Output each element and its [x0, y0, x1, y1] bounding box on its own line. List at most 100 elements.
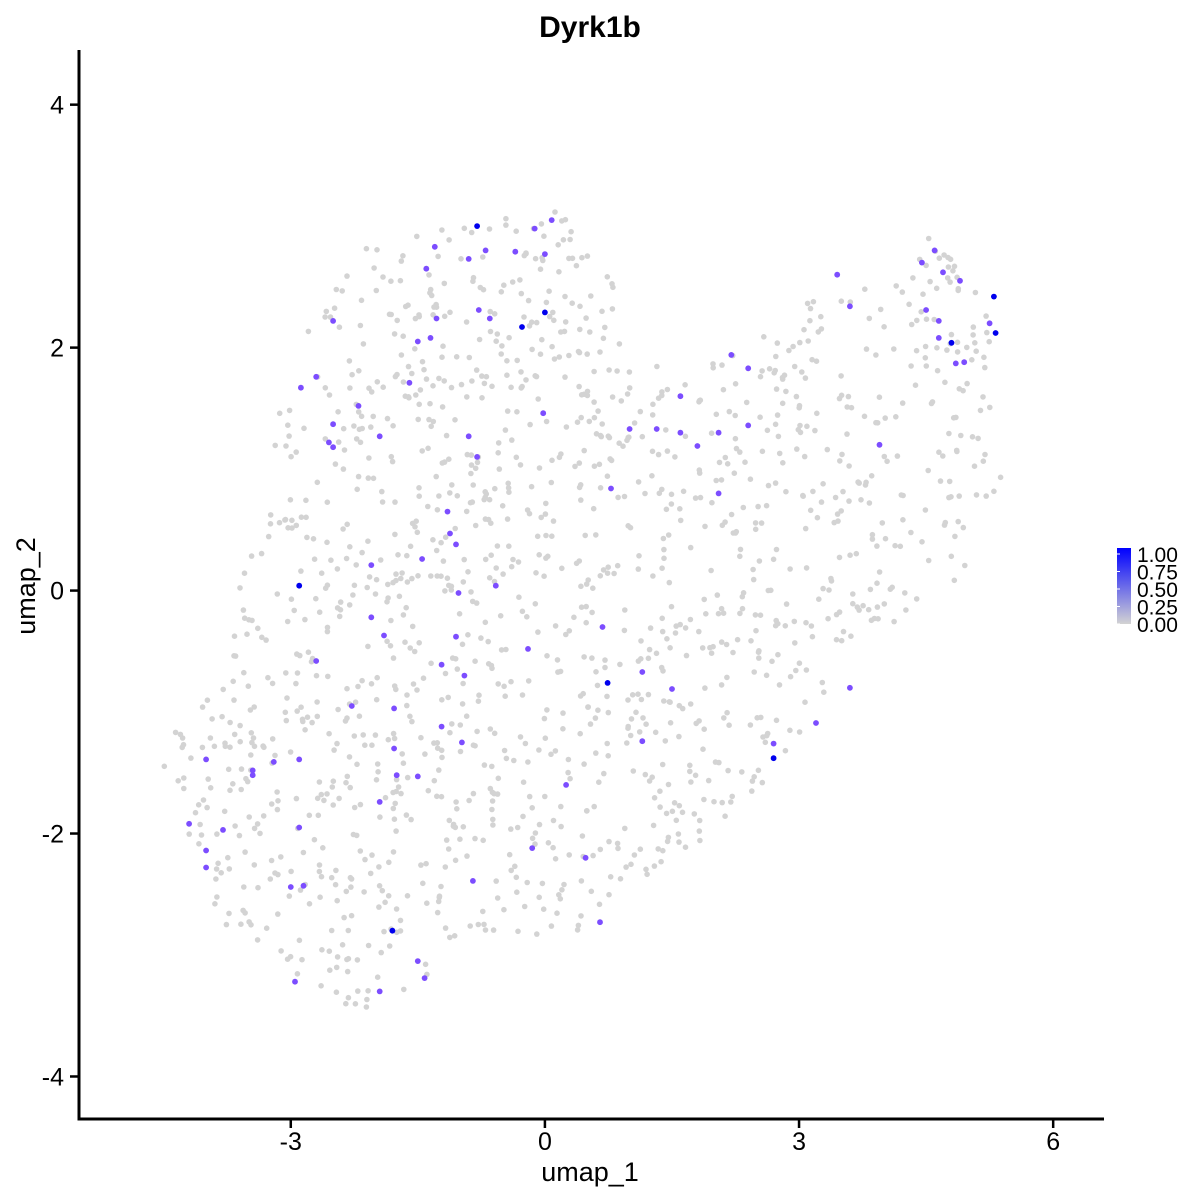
cell-point — [494, 791, 501, 797]
cell-point — [596, 901, 603, 908]
cell-point — [347, 784, 354, 791]
cell-point — [339, 942, 346, 948]
expressing-cell-point — [453, 633, 459, 640]
cell-point — [232, 823, 238, 829]
cell-point — [661, 555, 667, 562]
cell-point — [394, 317, 401, 324]
cell-point — [404, 774, 411, 781]
expressing-cell-point — [406, 379, 413, 386]
cell-point — [374, 379, 381, 385]
cell-point — [286, 433, 292, 439]
cell-point — [584, 253, 591, 259]
cell-point — [282, 709, 289, 716]
cell-point — [635, 691, 641, 697]
cell-point — [516, 594, 522, 600]
cell-point — [945, 264, 952, 270]
cell-point — [937, 478, 944, 484]
cell-point — [346, 602, 353, 608]
cell-point — [611, 570, 617, 577]
expressing-cell-point — [599, 624, 606, 630]
cell-point — [443, 432, 450, 439]
cell-point — [505, 485, 512, 491]
cell-point — [481, 921, 487, 928]
cell-point — [400, 379, 407, 385]
cell-point — [489, 806, 495, 813]
cell-point — [540, 906, 547, 912]
cell-point — [667, 645, 673, 651]
cell-point — [682, 625, 689, 631]
cell-point — [385, 736, 392, 743]
cell-point — [605, 433, 612, 440]
cell-point — [588, 888, 595, 895]
cell-point — [180, 741, 187, 748]
cell-point — [948, 553, 955, 560]
cell-point — [461, 556, 468, 563]
cell-point — [218, 870, 224, 876]
cell-point — [438, 793, 445, 800]
cell-point — [575, 348, 582, 355]
cell-point — [805, 338, 811, 344]
cell-point — [408, 816, 414, 823]
cell-point — [341, 447, 348, 453]
cell-point — [536, 747, 542, 753]
cell-point — [467, 923, 474, 929]
cell-point — [797, 339, 803, 346]
cell-point — [254, 625, 261, 632]
cell-point — [321, 797, 327, 804]
cell-point — [390, 849, 397, 855]
cell-point — [368, 424, 374, 430]
cell-point — [913, 347, 920, 354]
cell-point — [716, 459, 723, 466]
expressing-cell-point — [414, 958, 421, 964]
cell-point — [696, 467, 703, 473]
cell-point — [298, 514, 305, 520]
cell-point — [836, 395, 843, 402]
cell-point — [813, 358, 820, 365]
cell-point — [606, 891, 612, 898]
cell-point — [807, 317, 813, 324]
chart-title: Dyrk1b — [539, 11, 641, 44]
cell-point — [551, 317, 557, 324]
cell-point — [520, 779, 527, 785]
cell-point — [486, 575, 493, 581]
cell-point — [390, 730, 397, 737]
cell-point — [390, 423, 396, 429]
cell-point — [306, 812, 313, 819]
cell-point — [596, 461, 603, 468]
cell-point — [734, 636, 741, 643]
expressing-cell-point — [270, 759, 277, 765]
cell-point — [776, 450, 783, 457]
cell-point — [403, 812, 410, 818]
cell-point — [655, 395, 662, 402]
cell-point — [441, 313, 448, 320]
cell-point — [773, 353, 779, 360]
cell-point — [604, 473, 611, 480]
cell-point — [986, 338, 992, 345]
cell-point — [502, 693, 509, 699]
cell-point — [631, 420, 638, 426]
expressing-cell-point — [677, 429, 684, 436]
cell-point — [449, 482, 455, 488]
cell-point — [802, 375, 809, 381]
cell-point — [504, 408, 511, 414]
cell-point — [468, 470, 474, 477]
expressing-cell-point — [249, 767, 256, 774]
cell-point — [348, 884, 354, 890]
cell-point — [488, 552, 495, 558]
cell-point — [311, 556, 318, 562]
cell-point — [550, 518, 557, 524]
cell-point — [574, 419, 581, 426]
cell-point — [558, 329, 564, 335]
cell-point — [480, 286, 487, 293]
cell-point — [343, 779, 349, 786]
cell-point — [225, 854, 231, 861]
cell-point — [903, 607, 909, 613]
cell-point — [452, 857, 459, 864]
cell-point — [527, 421, 533, 428]
cell-point — [622, 825, 628, 832]
cell-point — [421, 366, 427, 373]
cell-point — [431, 304, 437, 310]
cell-point — [504, 372, 510, 379]
cell-point — [341, 914, 347, 921]
cell-point — [845, 393, 852, 400]
